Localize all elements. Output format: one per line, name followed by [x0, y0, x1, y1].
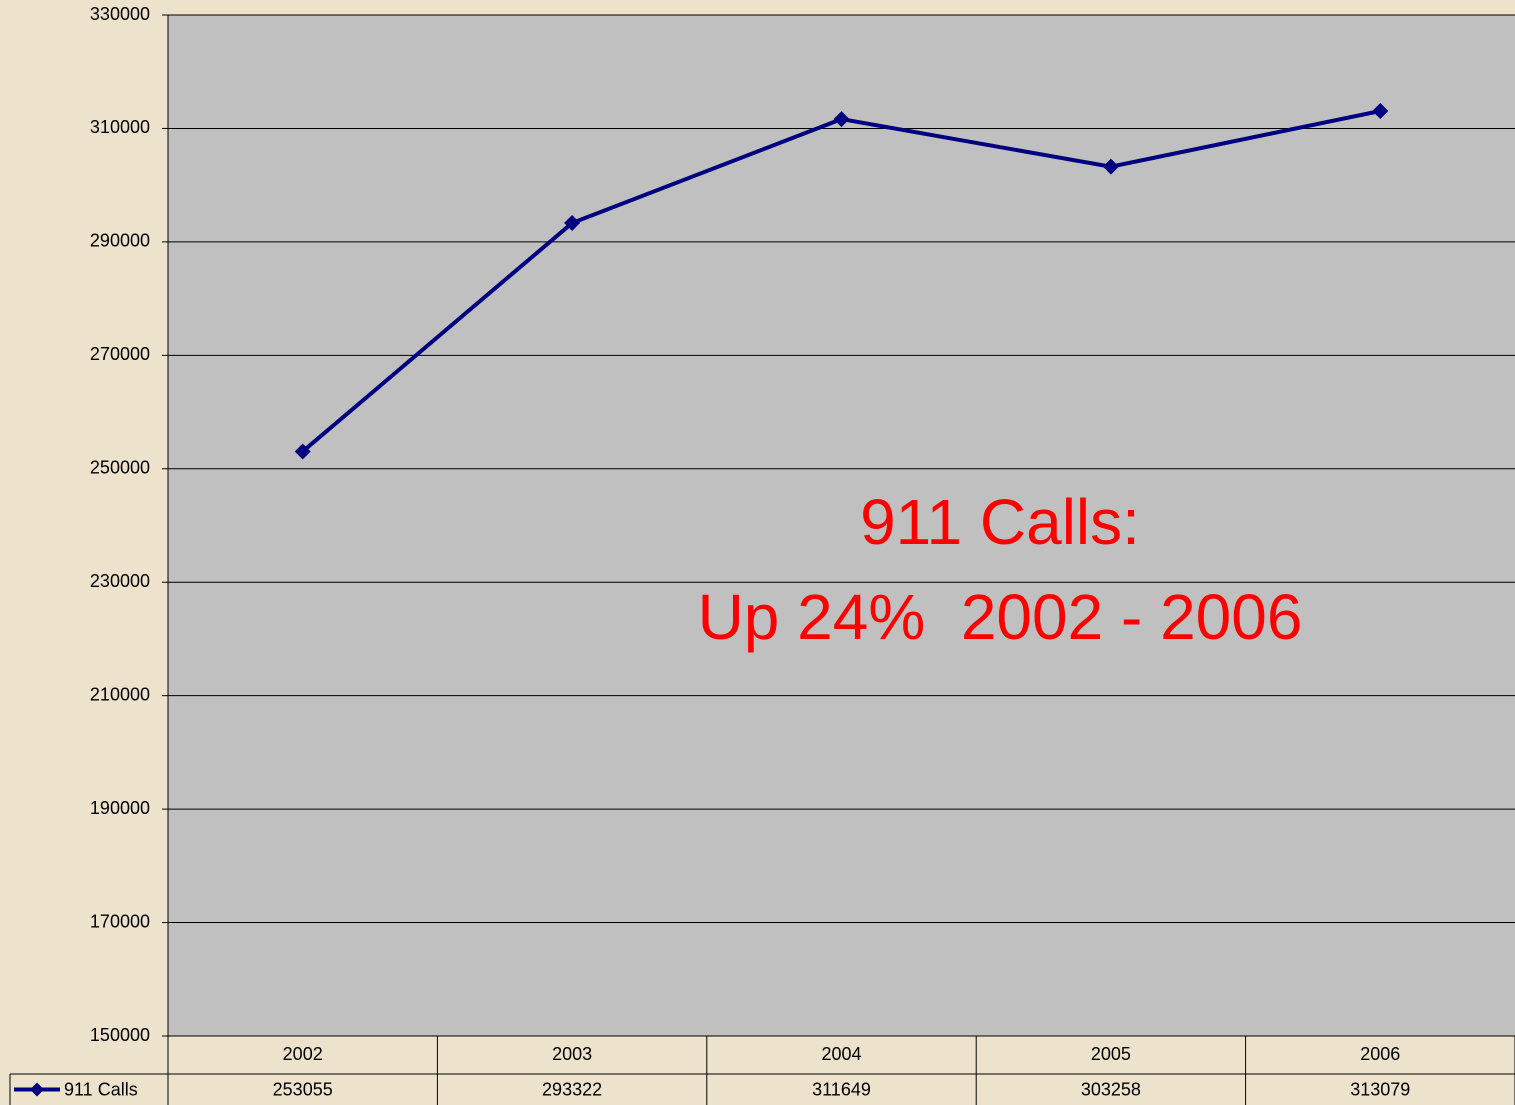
- legend-label: 911 Calls: [64, 1079, 138, 1099]
- x-tick-label: 2004: [821, 1044, 861, 1064]
- marker: [1372, 102, 1389, 119]
- annotation: Up 24% 2002 - 2006: [698, 581, 1303, 653]
- table-value: 253055: [273, 1079, 333, 1099]
- y-tick-label: 170000: [90, 911, 150, 931]
- annotation: 911 Calls:: [860, 486, 1140, 558]
- plot-area: [168, 15, 1515, 1036]
- y-tick-label: 190000: [90, 798, 150, 818]
- marker: [833, 111, 850, 128]
- y-tick-label: 210000: [90, 684, 150, 704]
- x-tick-label: 2003: [552, 1044, 592, 1064]
- y-tick-label: 230000: [90, 571, 150, 591]
- y-tick-label: 150000: [90, 1025, 150, 1045]
- legend-marker: [30, 1082, 44, 1097]
- x-tick-label: 2005: [1091, 1044, 1131, 1064]
- table-value: 311649: [812, 1079, 871, 1099]
- y-tick-label: 310000: [90, 117, 150, 137]
- y-tick-label: 250000: [90, 458, 150, 478]
- y-tick-label: 330000: [90, 4, 150, 24]
- table-value: 303258: [1081, 1079, 1141, 1099]
- table-value: 313079: [1350, 1079, 1410, 1099]
- marker: [294, 443, 311, 460]
- y-tick-label: 270000: [90, 344, 150, 364]
- x-tick-label: 2002: [283, 1044, 323, 1064]
- marker: [1102, 158, 1119, 175]
- y-tick-label: 290000: [90, 231, 150, 251]
- x-tick-label: 2006: [1360, 1044, 1400, 1064]
- table-value: 293322: [542, 1079, 602, 1099]
- marker: [564, 215, 581, 232]
